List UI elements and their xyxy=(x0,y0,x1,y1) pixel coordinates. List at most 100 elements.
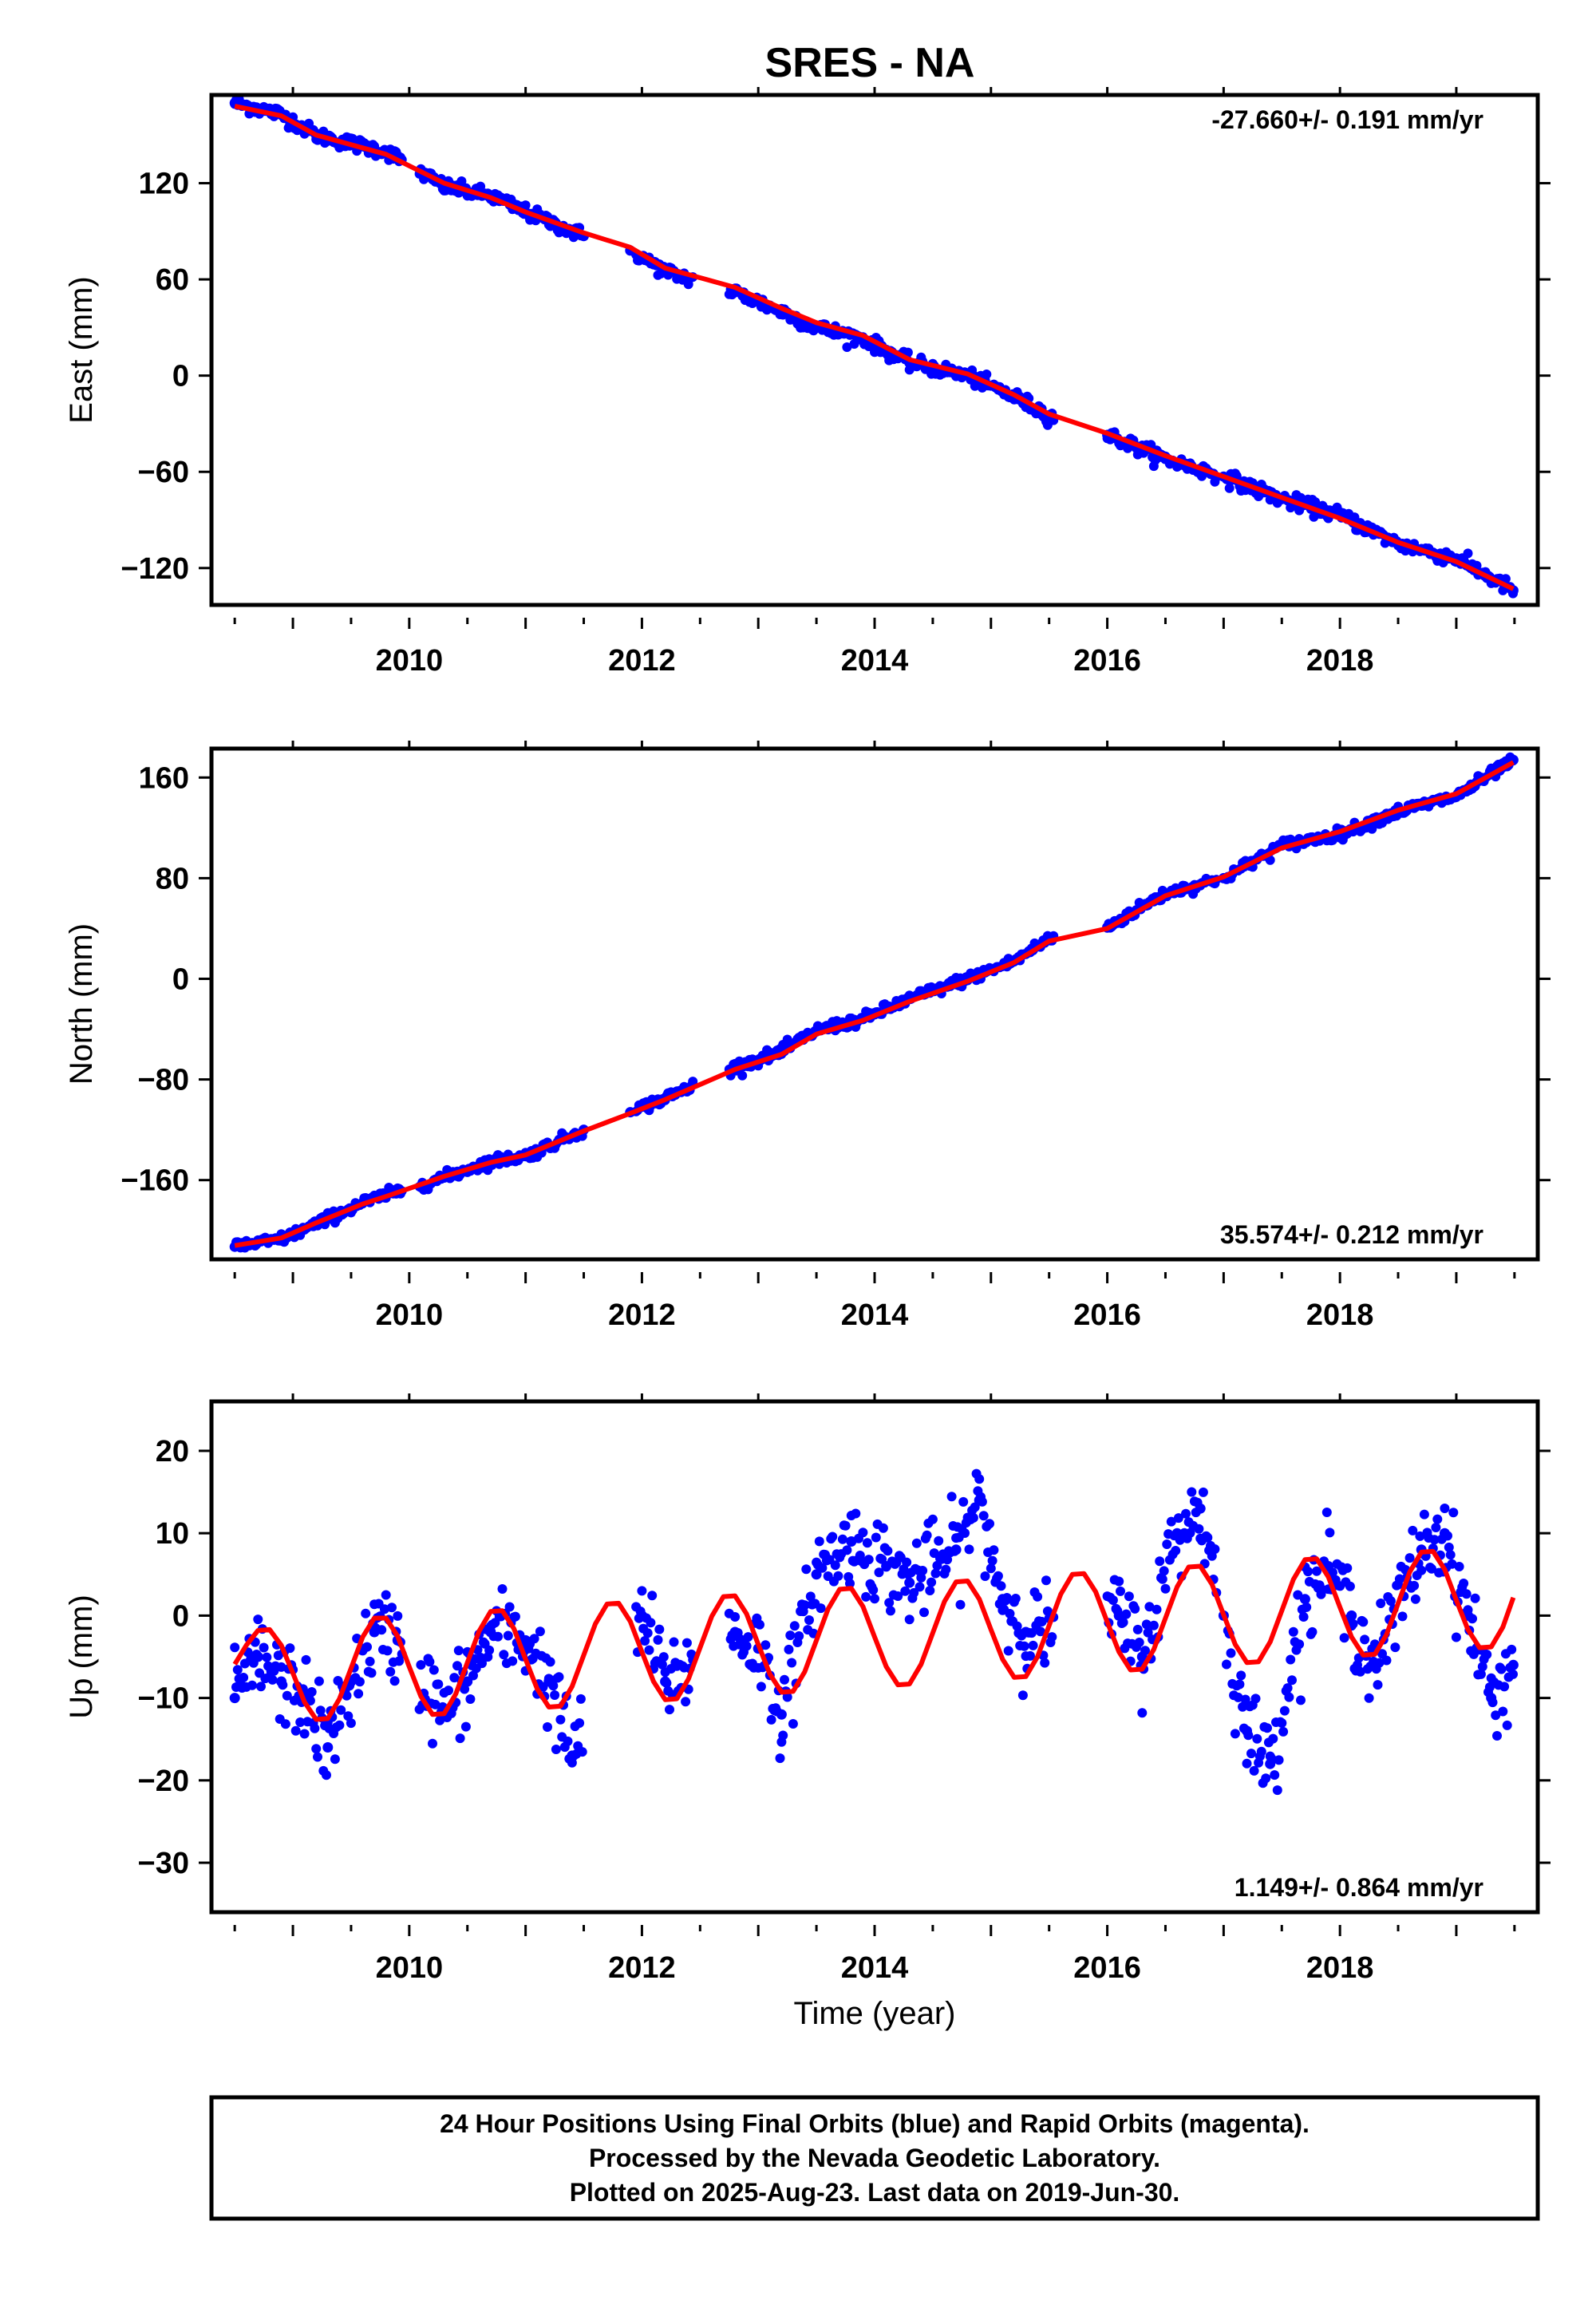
observation-point xyxy=(1019,1641,1029,1651)
observation-point xyxy=(1346,1610,1357,1621)
observation-point xyxy=(568,232,579,243)
observation-point xyxy=(1312,1566,1321,1576)
observation-point xyxy=(1476,1669,1486,1679)
observation-point xyxy=(508,1656,518,1666)
observation-point xyxy=(1108,1595,1118,1605)
observation-point xyxy=(660,1676,671,1687)
observation-point xyxy=(1242,1758,1252,1769)
observation-point xyxy=(1235,1679,1245,1690)
observation-point xyxy=(1155,1556,1165,1567)
observation-point xyxy=(262,1652,272,1662)
observation-point xyxy=(1445,1550,1456,1560)
observation-point xyxy=(484,1645,495,1655)
observation-point xyxy=(1268,1733,1278,1744)
observation-point xyxy=(1042,1606,1053,1616)
observation-point xyxy=(1299,1594,1310,1605)
observation-point xyxy=(1394,1574,1404,1584)
observation-point xyxy=(1364,1693,1374,1703)
observation-point xyxy=(1130,1603,1140,1614)
y-axis: −30 −20 −10 0 10 20 xyxy=(138,1435,1551,1880)
observation-point xyxy=(361,1608,371,1618)
observation-point xyxy=(535,1626,545,1637)
observation-point xyxy=(563,1736,573,1746)
observation-point xyxy=(942,1555,953,1565)
observation-point xyxy=(784,1644,794,1654)
observation-point xyxy=(657,1659,667,1670)
observation-point xyxy=(1507,1644,1517,1654)
observation-point xyxy=(567,1750,578,1761)
observation-point xyxy=(1496,1664,1507,1674)
observation-point xyxy=(382,1646,393,1656)
observation-point xyxy=(1298,1612,1309,1622)
observation-point xyxy=(868,1585,879,1595)
observation-point xyxy=(276,1676,286,1687)
observation-point xyxy=(1369,1659,1381,1670)
x-tick-label: 2010 xyxy=(376,1951,444,1985)
observation-point xyxy=(785,1630,796,1641)
observation-point xyxy=(787,1658,797,1668)
observation-point xyxy=(805,1591,816,1602)
observation-point xyxy=(800,1600,810,1611)
observation-point xyxy=(1302,1602,1312,1612)
observation-point xyxy=(1339,1633,1349,1643)
observation-point xyxy=(460,1721,471,1732)
observation-point xyxy=(354,1689,364,1699)
observation-point xyxy=(840,1520,851,1531)
y-tick-label: −120 xyxy=(120,552,189,586)
observation-point xyxy=(1358,1617,1369,1627)
observation-point xyxy=(1360,1634,1370,1645)
observation-point xyxy=(455,1733,465,1744)
figure-title: SRES - NA xyxy=(765,40,975,86)
observation-point xyxy=(934,1535,944,1546)
observation-point xyxy=(1261,1773,1271,1784)
y-tick-label: −30 xyxy=(138,1847,189,1880)
observation-point xyxy=(1222,1659,1231,1670)
observation-point xyxy=(743,1632,753,1642)
y-tick-label: −10 xyxy=(138,1682,189,1716)
observation-point xyxy=(842,1545,852,1555)
observation-point xyxy=(653,1634,663,1645)
observation-point xyxy=(381,1590,391,1600)
observation-point xyxy=(1143,1627,1153,1638)
observation-point xyxy=(1270,1770,1280,1780)
observation-point xyxy=(280,1719,290,1729)
observation-point xyxy=(919,1607,929,1618)
observation-point xyxy=(1226,1648,1236,1658)
observation-point xyxy=(985,1519,994,1529)
observation-point xyxy=(1409,1580,1420,1591)
observation-point xyxy=(520,1634,531,1646)
observation-point xyxy=(551,1745,561,1754)
observation-point xyxy=(941,1564,951,1575)
observation-point xyxy=(369,1626,380,1638)
observation-point xyxy=(861,1591,871,1602)
observation-point xyxy=(1345,1581,1355,1591)
observation-point xyxy=(1166,1516,1176,1527)
observation-point xyxy=(893,1591,903,1601)
observation-point xyxy=(1010,1594,1021,1603)
observation-point xyxy=(1040,1658,1050,1668)
observation-point xyxy=(1444,1542,1454,1552)
observation-point xyxy=(362,1642,372,1652)
observation-point xyxy=(256,1682,266,1692)
y-tick-label: −20 xyxy=(138,1765,189,1798)
observation-point xyxy=(252,1651,263,1662)
observation-point xyxy=(1005,1609,1015,1618)
observation-point xyxy=(830,1560,840,1571)
observation-point xyxy=(930,1568,941,1579)
observation-point xyxy=(1470,1593,1480,1603)
x-tick-label: 2012 xyxy=(608,644,676,678)
observation-point xyxy=(1282,1683,1293,1694)
observation-point xyxy=(1491,1710,1501,1721)
observation-point xyxy=(387,1603,397,1613)
observation-point xyxy=(1277,1718,1287,1728)
observation-point xyxy=(1181,1508,1191,1519)
observation-point xyxy=(958,1496,969,1507)
observation-point xyxy=(1477,1662,1487,1672)
observation-point xyxy=(499,1650,509,1660)
observation-point xyxy=(315,1705,326,1716)
observation-point xyxy=(1162,1539,1172,1549)
observation-point xyxy=(1230,1729,1240,1739)
observation-point xyxy=(644,1645,654,1655)
y-axis: −120 −60 0 60 120 xyxy=(120,168,1551,586)
observation-point xyxy=(1171,1528,1183,1539)
